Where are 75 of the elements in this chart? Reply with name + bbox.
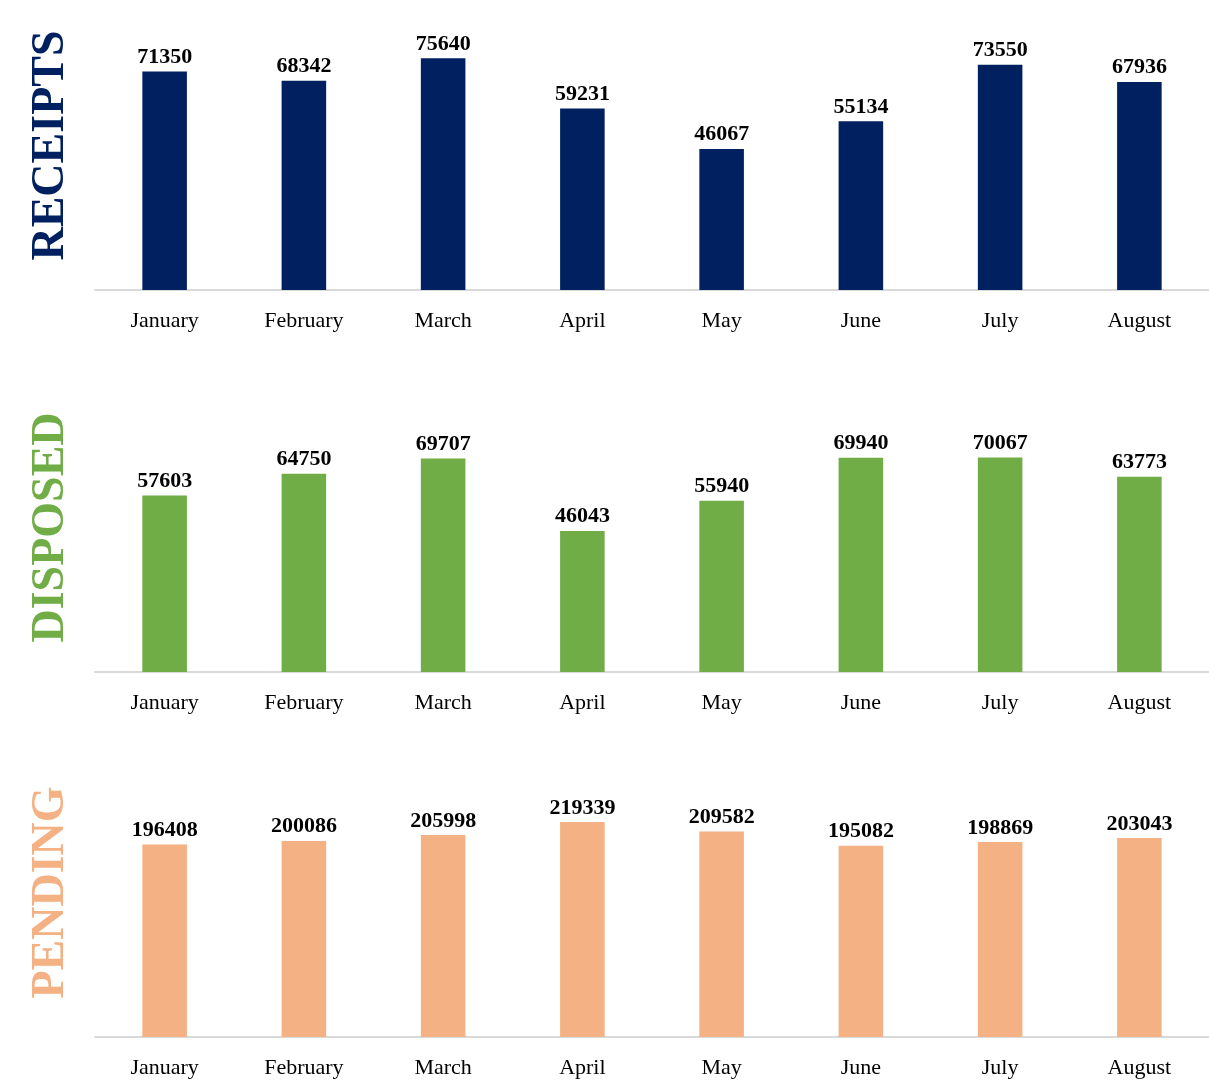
x-tick-label: July xyxy=(981,306,1019,332)
data-label: 70067 xyxy=(972,428,1028,454)
data-label: 68342 xyxy=(276,52,332,78)
x-tick-label: February xyxy=(264,688,344,714)
bar xyxy=(560,822,605,1037)
bar xyxy=(977,842,1023,1037)
data-label: 73550 xyxy=(972,36,1028,62)
bar xyxy=(1117,838,1162,1037)
x-tick-label: April xyxy=(559,688,606,714)
bar xyxy=(838,457,884,672)
bar xyxy=(560,530,605,672)
data-label: 75640 xyxy=(415,29,471,55)
x-tick-label: July xyxy=(981,1053,1019,1079)
x-tick-label: February xyxy=(264,1053,344,1079)
data-label: 55134 xyxy=(833,92,889,118)
x-tick-label: January xyxy=(130,1053,199,1079)
bar xyxy=(142,71,187,290)
x-tick-label: June xyxy=(840,688,882,714)
bar xyxy=(420,458,466,672)
bar xyxy=(977,457,1023,672)
x-tick-label: March xyxy=(414,688,472,714)
bar xyxy=(142,495,187,672)
x-tick-label: July xyxy=(981,688,1019,714)
x-tick-label: May xyxy=(701,306,742,332)
bar xyxy=(1117,81,1162,290)
bar xyxy=(420,835,466,1037)
bar xyxy=(142,844,187,1037)
bar xyxy=(281,840,327,1037)
bar xyxy=(699,500,744,672)
x-tick-label: March xyxy=(414,306,472,332)
text: PENDING xyxy=(21,785,74,999)
bar xyxy=(281,473,327,672)
text: DISPOSED xyxy=(21,411,74,643)
bar xyxy=(838,121,884,290)
bar xyxy=(281,80,327,290)
bar xyxy=(699,831,744,1037)
bar xyxy=(838,845,884,1037)
x-tick-label: April xyxy=(559,1053,606,1079)
x-tick-label: August xyxy=(1107,306,1172,332)
x-tick-label: August xyxy=(1107,1053,1172,1079)
x-tick-label: May xyxy=(701,1053,742,1079)
data-label: 64750 xyxy=(276,445,332,471)
data-label: 71350 xyxy=(137,42,193,68)
x-tick-label: January xyxy=(130,688,199,714)
data-label: 198869 xyxy=(967,813,1034,839)
x-tick-label: February xyxy=(264,306,344,332)
data-label: 46067 xyxy=(694,120,750,146)
bar xyxy=(560,108,605,290)
data-label: 55940 xyxy=(694,472,750,498)
data-label: 209582 xyxy=(688,803,755,829)
data-label: 219339 xyxy=(549,793,616,819)
bar xyxy=(1117,476,1162,672)
bar xyxy=(699,148,744,290)
bar xyxy=(977,64,1023,290)
data-label: 195082 xyxy=(827,817,894,843)
data-label: 46043 xyxy=(554,502,610,528)
data-label: 63773 xyxy=(1111,448,1167,474)
text: RECEIPTS xyxy=(21,29,74,261)
data-label: 203043 xyxy=(1106,809,1173,835)
data-label: 196408 xyxy=(131,816,198,842)
data-label: 69707 xyxy=(415,430,471,456)
x-tick-label: June xyxy=(840,1053,882,1079)
data-label: 59231 xyxy=(554,80,610,106)
data-label: 200086 xyxy=(270,812,337,838)
bar xyxy=(420,58,466,290)
x-tick-label: August xyxy=(1107,688,1172,714)
x-tick-label: May xyxy=(701,688,742,714)
x-tick-label: January xyxy=(130,306,199,332)
x-tick-label: April xyxy=(559,306,606,332)
x-tick-label: March xyxy=(414,1053,472,1079)
data-label: 205998 xyxy=(410,806,477,832)
data-label: 67936 xyxy=(1111,53,1167,79)
x-tick-label: June xyxy=(840,306,882,332)
data-label: 69940 xyxy=(833,429,889,455)
data-label: 57603 xyxy=(137,467,193,493)
